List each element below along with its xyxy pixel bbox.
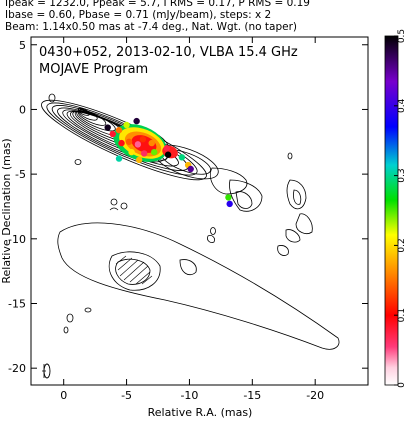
y-tick-label: 5 xyxy=(19,39,26,52)
colorbar-tick-label: 0.2 xyxy=(397,238,407,252)
polarization-spot xyxy=(123,121,130,129)
colorbar-tick-label: 0.5 xyxy=(397,29,407,43)
plot-title-line-2: MOJAVE Program xyxy=(39,62,148,77)
y-axis-label: Relative Declination (mas) xyxy=(0,138,13,283)
x-axis: 0 -5 -10 -15 -20 xyxy=(60,37,324,402)
polarization-spot xyxy=(115,155,123,162)
polarization-spot xyxy=(134,141,142,148)
polarization-spot xyxy=(135,156,143,164)
polarization-spot xyxy=(125,138,133,145)
polarization-spot xyxy=(151,148,158,156)
x-axis-label: Relative R.A. (mas) xyxy=(148,406,253,419)
polarization-spot xyxy=(187,165,194,173)
polarization-spot xyxy=(104,124,111,131)
polarization-spot xyxy=(148,139,155,147)
plot-frame xyxy=(30,36,369,386)
polarization-spot-group xyxy=(104,117,233,208)
polarization-spot xyxy=(128,148,135,156)
colorbar-ticks: 0 0.1 0.2 0.3 0.4 0.5 xyxy=(394,29,407,388)
colorbar xyxy=(384,35,399,386)
polarization-spot xyxy=(226,200,233,208)
y-tick-label: -15 xyxy=(8,297,26,310)
y-tick-label: -20 xyxy=(8,362,26,375)
colorbar-tick-label: 0.1 xyxy=(397,308,407,322)
polarization-spot xyxy=(118,139,125,147)
x-tick-label: 0 xyxy=(60,389,67,402)
diffuse-jet-contours xyxy=(57,222,340,350)
x-tick-label: -5 xyxy=(121,389,132,402)
diffuse-jet-hatching xyxy=(115,255,153,285)
polarization-spot xyxy=(140,150,148,157)
header-stats-line-1: Ipeak = 1232.0, Ppeak = 5.7, I RMS = 0.1… xyxy=(5,0,310,9)
polarization-spot xyxy=(133,117,140,125)
outer-jet-contours xyxy=(209,167,313,256)
header-stats-line-2: Ibase = 0.60, Pbase = 0.71 (mJy/beam), s… xyxy=(5,9,272,21)
colorbar-tick-label: 0 xyxy=(397,382,407,388)
x-tick-label: -20 xyxy=(306,389,324,402)
y-tick-label: -10 xyxy=(8,233,26,246)
y-tick-label: -5 xyxy=(15,168,26,181)
header-beam-line: Beam: 1.14x0.50 mas at -7.4 deg., Nat. W… xyxy=(5,21,298,33)
colorbar-tick-label: 0.3 xyxy=(397,168,407,182)
colorbar-tick-label: 0.4 xyxy=(397,98,407,113)
polarization-spot xyxy=(163,145,171,152)
y-axis: 5 0 -5 -10 -15 -20 xyxy=(8,39,368,375)
y-tick-label: 0 xyxy=(19,103,26,116)
restoring-beam xyxy=(43,363,51,379)
polarization-spot xyxy=(109,130,116,138)
polarization-spot xyxy=(225,194,232,201)
noise-contours xyxy=(42,93,293,378)
polarization-spot xyxy=(115,126,123,134)
x-tick-label: -15 xyxy=(243,389,261,402)
polarization-spot xyxy=(178,154,186,161)
plot-title-line-1: 0430+052, 2013-02-10, VLBA 15.4 GHz xyxy=(39,45,298,60)
x-tick-label: -10 xyxy=(180,389,198,402)
polarization-spot xyxy=(139,136,147,143)
polarization-spot xyxy=(164,151,172,158)
